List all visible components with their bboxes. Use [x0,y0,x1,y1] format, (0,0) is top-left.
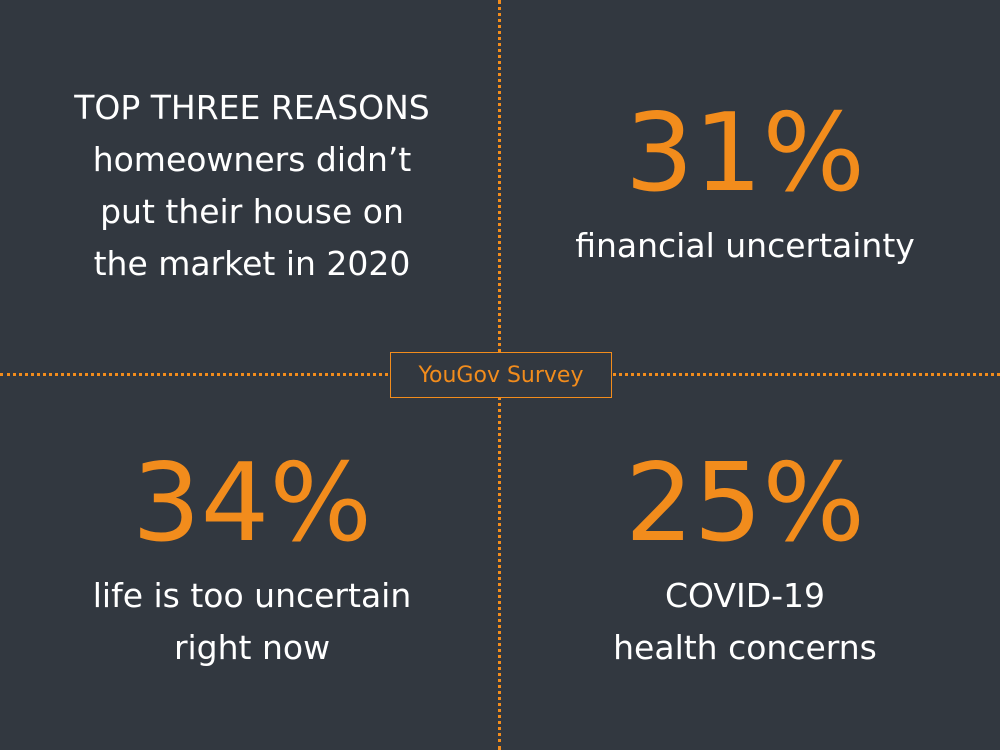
badge: YouGov Survey [390,352,612,398]
stat-label: health concerns [613,628,877,667]
stat-label: COVID-19 [664,576,826,615]
stat-block: 25% COVID-19 health concerns [495,444,995,674]
stat-value: 25% [624,441,866,566]
stat-label: life is too uncertain [92,576,412,615]
stat-value: 31% [624,91,866,216]
stat-block: 31% financial uncertainty [495,94,995,272]
title-line: TOP THREE REASONS [74,88,430,127]
stat-label: right now [173,628,331,667]
title-line: the market in 2020 [93,244,411,283]
title-line: put their house on [100,192,404,231]
stat-block: 34% life is too uncertain right now [2,444,502,674]
stat-label: financial uncertainty [575,226,915,265]
title-block: TOP THREE REASONS homeowners didn’t put th… [2,82,502,290]
stat-value: 34% [131,441,373,566]
title-line: homeowners didn’t [92,140,412,179]
